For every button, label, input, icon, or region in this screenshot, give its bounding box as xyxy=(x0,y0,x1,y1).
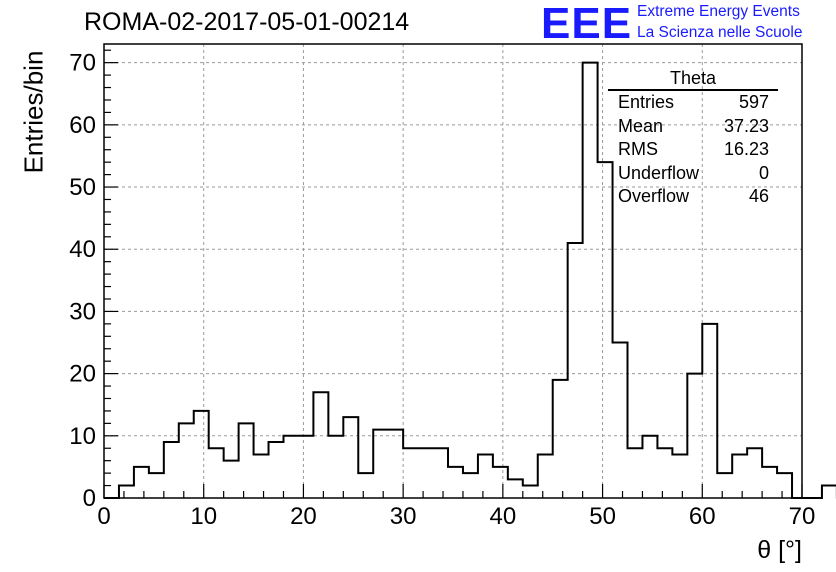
histogram-bin xyxy=(328,436,343,498)
histogram-bin xyxy=(149,473,164,498)
y-tick-label: 10 xyxy=(69,423,96,450)
logo-line-1: Extreme Energy Events xyxy=(637,3,800,20)
histogram-bin xyxy=(298,436,313,498)
stats-value: 46 xyxy=(748,186,769,206)
y-tick-label: 40 xyxy=(69,236,96,263)
y-axis-label: Entries/bin xyxy=(18,50,49,174)
histogram-bin xyxy=(493,467,508,498)
histogram-bin xyxy=(433,448,448,498)
histogram-bin xyxy=(628,448,643,498)
stats-value: 0 xyxy=(758,162,769,183)
histogram-bin xyxy=(224,461,239,498)
histogram-bin xyxy=(134,467,149,498)
histogram-bin xyxy=(777,473,792,498)
histogram-bin xyxy=(194,411,209,498)
histogram-bin xyxy=(613,343,628,498)
histogram-bin xyxy=(702,324,717,498)
stats-label: Overflow xyxy=(618,186,690,206)
x-tick-label: 20 xyxy=(290,503,317,530)
histogram-bin xyxy=(179,423,194,498)
histogram-bin xyxy=(822,486,836,498)
stats-value: 16.23 xyxy=(723,139,769,159)
histogram-bin xyxy=(239,423,254,498)
histogram-bin xyxy=(373,430,388,498)
x-tick-label: 40 xyxy=(490,503,517,530)
histogram-bin xyxy=(388,430,403,498)
x-tick-label: 70 xyxy=(789,503,816,530)
axes: 0 10 20 30 40 50 60 70 0 10 20 30 40 50 60 70 xyxy=(69,43,816,530)
stats-row-mean: Mean 37.23 xyxy=(608,115,778,139)
histogram-bin xyxy=(732,454,747,498)
histogram-bin xyxy=(403,448,418,498)
histogram-bin xyxy=(343,417,358,498)
x-tick-label: 30 xyxy=(390,503,417,530)
histogram-bin xyxy=(313,392,328,498)
stats-title: Theta xyxy=(608,68,778,91)
histogram-bin xyxy=(747,448,762,498)
x-axis-label: θ [°] xyxy=(757,536,802,564)
stats-row-overflow: Overflow 46 xyxy=(608,185,778,209)
histogram-series xyxy=(104,61,836,499)
stats-value: 37.23 xyxy=(723,115,769,136)
histogram-bin xyxy=(553,380,568,498)
y-tick-label: 60 xyxy=(69,112,96,139)
histogram-bin xyxy=(448,467,463,498)
stats-row-entries: Entries 597 xyxy=(608,91,778,115)
y-tick-label: 0 xyxy=(83,485,96,512)
y-tick-label: 70 xyxy=(69,50,96,77)
histogram-bin xyxy=(254,454,269,498)
histogram-bin xyxy=(717,473,732,498)
stats-value: 597 xyxy=(738,92,769,112)
y-tick-label: 50 xyxy=(69,174,96,201)
x-tick-label: 60 xyxy=(689,503,716,530)
grid-lines xyxy=(104,44,802,498)
histogram-bin xyxy=(164,442,179,498)
y-tick-label: 30 xyxy=(69,298,96,325)
stats-row-underflow: Underflow 0 xyxy=(608,162,778,186)
plot-frame xyxy=(103,43,803,499)
histogram-bin xyxy=(523,486,538,498)
stats-label: RMS xyxy=(618,139,658,159)
stats-label: Underflow xyxy=(618,162,700,183)
y-tick-label: 20 xyxy=(69,361,96,388)
histogram-bin xyxy=(418,448,433,498)
histogram-bin xyxy=(119,486,134,498)
histogram-bin xyxy=(762,467,777,498)
x-tick-label: 50 xyxy=(589,503,616,530)
histogram-bin xyxy=(672,454,687,498)
histogram-bin xyxy=(508,479,523,498)
histogram-outline xyxy=(104,61,836,499)
logo-line-2: La Scienza nelle Scuole xyxy=(637,24,803,41)
x-tick-label: 0 xyxy=(97,503,110,530)
histogram-bin xyxy=(209,448,224,498)
stats-label: Entries xyxy=(618,92,675,112)
histogram-bin xyxy=(538,454,553,498)
histogram-bin xyxy=(583,63,598,498)
statistics-box: Theta Entries 597 Mean 37.23 RMS 16.23 U… xyxy=(608,68,778,209)
eee-logo-mark: EEE xyxy=(541,0,633,48)
stats-row-rms: RMS 16.23 xyxy=(608,138,778,162)
stats-label: Mean xyxy=(618,115,664,136)
histogram-bin xyxy=(642,436,657,498)
histogram-bin xyxy=(598,162,613,498)
histogram-bin xyxy=(568,243,583,498)
histogram-bin xyxy=(358,473,373,498)
histogram-bin xyxy=(478,454,493,498)
chart-title: ROMA-02-2017-05-01-00214 xyxy=(84,8,410,36)
histogram-bin xyxy=(269,442,284,498)
histogram-bin xyxy=(283,436,298,498)
histogram-bin xyxy=(657,448,672,498)
x-tick-label: 10 xyxy=(190,503,217,530)
histogram-bin xyxy=(463,473,478,498)
